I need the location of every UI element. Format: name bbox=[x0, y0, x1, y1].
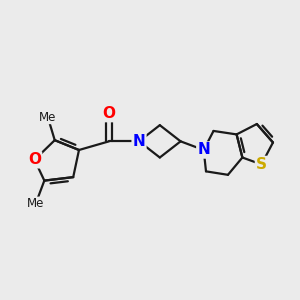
Text: Me: Me bbox=[39, 111, 56, 124]
Text: O: O bbox=[103, 106, 116, 121]
Text: N: N bbox=[133, 134, 146, 149]
Text: N: N bbox=[197, 142, 210, 158]
Text: O: O bbox=[28, 152, 41, 167]
Text: Me: Me bbox=[27, 197, 44, 210]
Text: S: S bbox=[256, 157, 267, 172]
